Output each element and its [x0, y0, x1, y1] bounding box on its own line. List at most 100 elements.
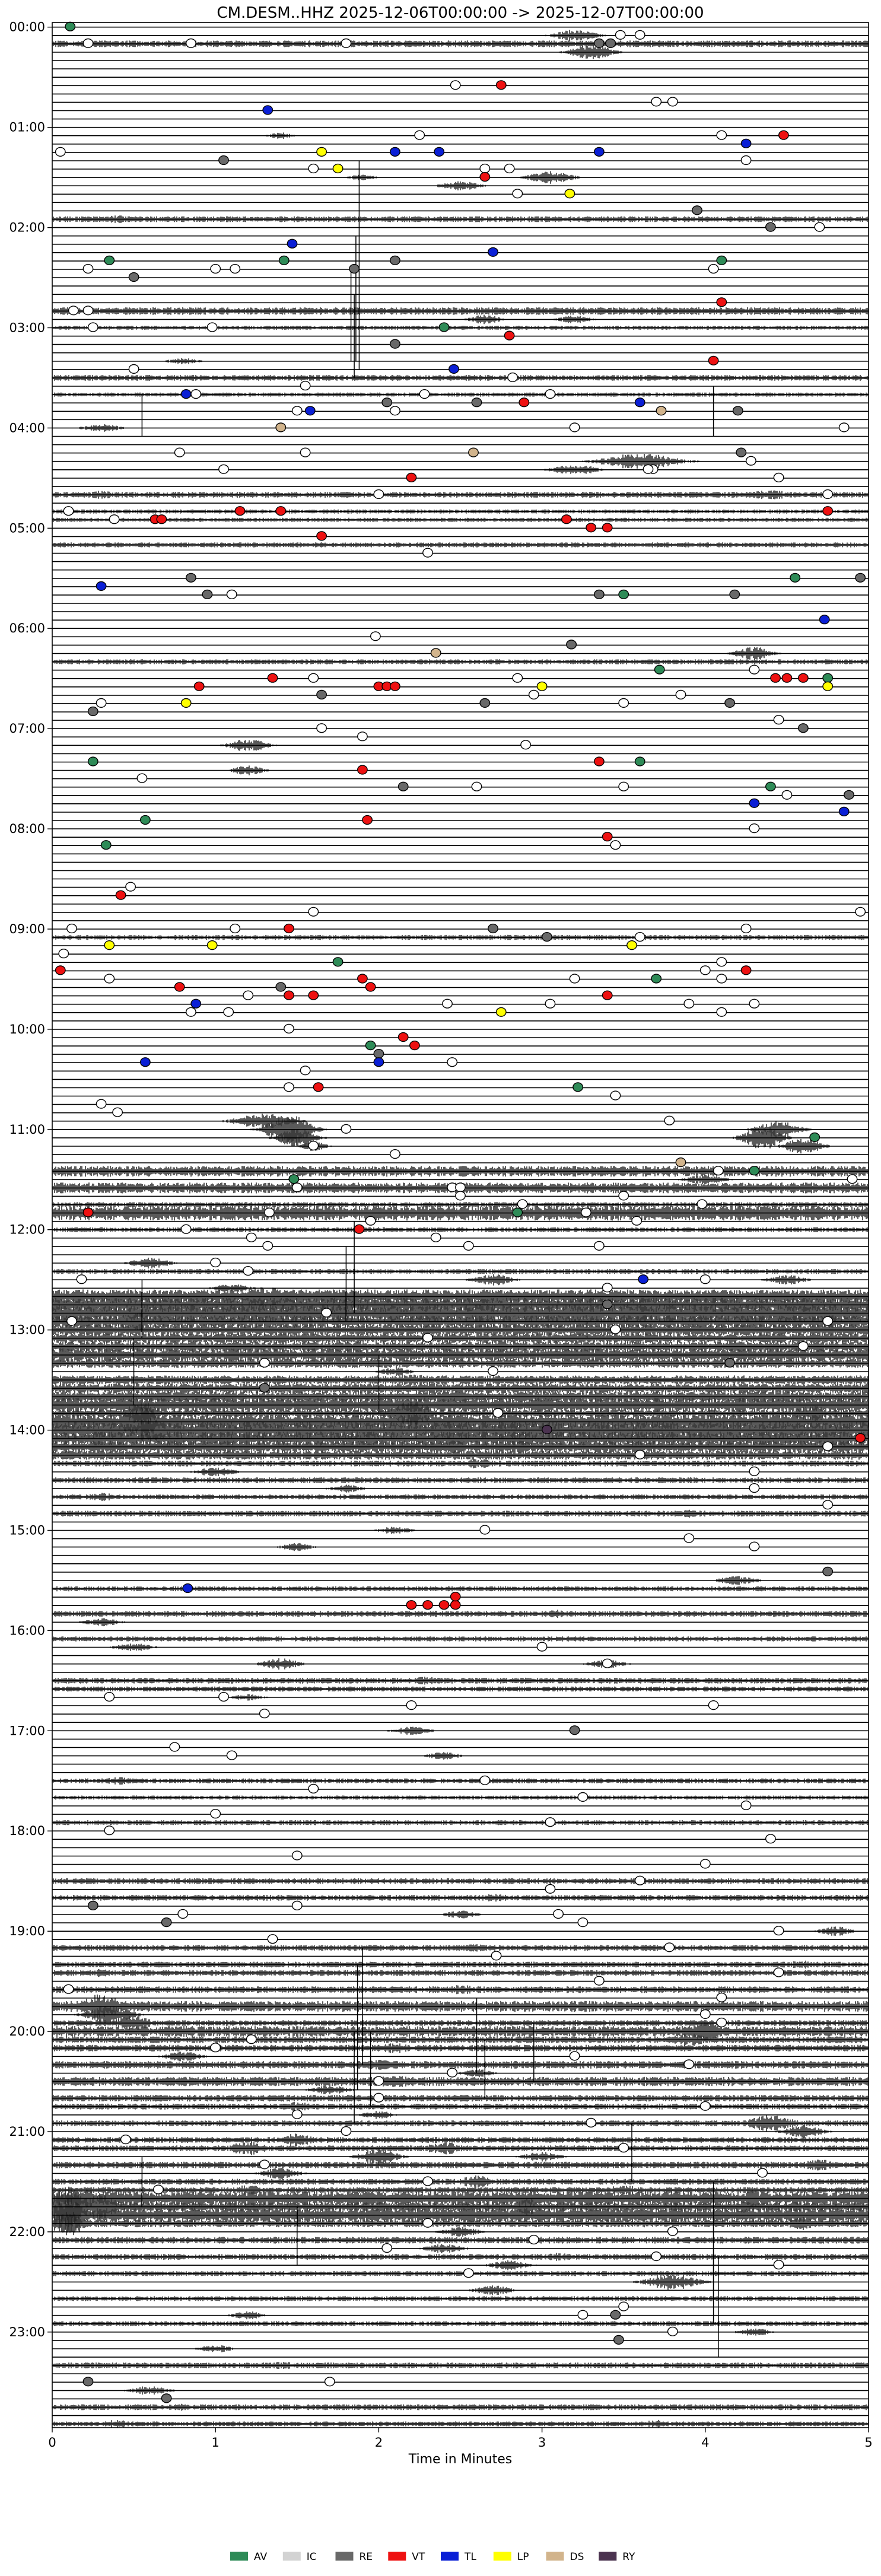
event-marker-ic — [246, 2034, 257, 2044]
event-marker-ic — [545, 1884, 556, 1894]
event-marker-ic — [696, 1199, 708, 1209]
event-marker-re — [390, 339, 400, 349]
waveform-segment — [158, 2052, 207, 2062]
event-marker-ic — [708, 1700, 719, 1710]
event-marker-ic — [82, 38, 94, 49]
event-marker-ds — [675, 1157, 686, 1168]
event-marker-ic — [291, 2109, 303, 2119]
event-marker-re — [275, 982, 287, 992]
event-marker-tl — [304, 406, 316, 416]
event-marker-ic — [422, 1332, 433, 1343]
event-marker-av — [634, 756, 645, 767]
event-marker-ic — [822, 489, 834, 500]
legend-label-re: RE — [360, 2551, 373, 2563]
event-marker-ic — [259, 2160, 270, 2170]
waveform-segment — [349, 2148, 567, 2165]
event-marker-ic — [206, 322, 218, 332]
waveform-segment — [633, 2273, 711, 2290]
event-marker-ic — [357, 732, 368, 742]
y-tick-label: 21:00 — [9, 2125, 45, 2139]
event-marker-ic — [667, 97, 678, 107]
event-marker-vt — [716, 297, 727, 307]
event-marker-tl — [634, 397, 645, 408]
event-marker-ic — [109, 514, 120, 524]
event-marker-av — [332, 957, 344, 967]
event-marker-vt — [561, 514, 572, 524]
event-marker-av — [822, 673, 834, 683]
event-marker-re — [844, 790, 854, 800]
event-marker-re — [566, 640, 577, 650]
waveform-segment — [230, 765, 269, 775]
event-marker-ic — [757, 2168, 768, 2178]
event-marker-re — [390, 255, 400, 266]
event-marker-ic — [569, 2051, 580, 2061]
event-marker-tl — [190, 998, 202, 1009]
event-marker-ic — [300, 380, 311, 391]
event-marker-vt — [174, 982, 185, 992]
waveform-segment — [52, 1268, 869, 1274]
y-tick-label: 16:00 — [9, 1623, 45, 1637]
waveform-segment — [52, 1509, 869, 1518]
trace-rows — [52, 26, 869, 2425]
event-marker-ic — [716, 2017, 727, 2028]
event-marker-ic — [749, 1483, 760, 1493]
event-marker-ic — [699, 965, 711, 975]
event-marker-ic — [667, 2326, 678, 2336]
event-marker-av — [716, 255, 727, 266]
event-marker-ic — [512, 673, 523, 683]
event-marker-ic — [822, 1500, 834, 1510]
event-marker-re — [82, 2377, 94, 2387]
event-marker-ic — [569, 422, 580, 432]
waveform-segment — [52, 1227, 869, 1232]
event-marker-ic — [300, 447, 311, 457]
event-marker-vt — [602, 990, 613, 1000]
waveform-segment — [52, 2362, 869, 2369]
event-marker-ic — [602, 1658, 613, 1668]
event-marker-ic — [120, 2135, 131, 2145]
event-marker-av — [512, 1207, 523, 1217]
y-tick-label: 13:00 — [9, 1323, 45, 1337]
event-markers — [55, 21, 866, 2403]
waveform-segment — [435, 2227, 485, 2237]
waveform-segment — [52, 2095, 869, 2102]
event-marker-ic — [381, 2243, 393, 2253]
event-marker-ic — [174, 447, 185, 457]
y-tick-label: 12:00 — [9, 1223, 45, 1237]
waveform-segment — [52, 2321, 869, 2326]
event-marker-re — [259, 1383, 270, 1393]
event-marker-tl — [262, 105, 273, 115]
event-marker-vt — [406, 472, 417, 483]
event-marker-ds — [468, 447, 479, 457]
event-marker-ic — [455, 1191, 466, 1201]
legend-swatch-tl — [441, 2552, 459, 2561]
legend-swatch-ic — [282, 2552, 301, 2561]
event-marker-ic — [749, 823, 760, 834]
waveform-segment — [52, 2403, 869, 2411]
event-marker-ic — [308, 163, 319, 174]
event-marker-vt — [409, 1040, 420, 1051]
chart-title: CM.DESM..HHZ 2025-12-06T00:00:00 -> 2025… — [217, 4, 704, 22]
event-marker-vt — [450, 1592, 461, 1602]
event-marker-re — [692, 205, 702, 215]
event-marker-tl — [182, 1583, 193, 1594]
waveform-segment — [269, 1127, 792, 1149]
event-marker-ic — [749, 1541, 760, 1551]
y-tick-label: 04:00 — [9, 421, 45, 435]
event-marker-vt — [479, 172, 491, 182]
waveform-segment — [544, 465, 603, 474]
waveform-segment — [376, 1367, 414, 1376]
waveform-segment — [277, 1543, 316, 1551]
event-marker-ic — [683, 998, 695, 1009]
x-tick-label: 3 — [538, 2435, 546, 2450]
waveform-segment — [52, 1440, 869, 1454]
event-marker-ic — [324, 2377, 335, 2387]
event-marker-ic — [699, 2009, 711, 2020]
event-marker-ic — [82, 263, 94, 274]
event-marker-ic — [491, 1951, 502, 1961]
event-marker-ic — [618, 698, 629, 708]
event-marker-ic — [618, 1191, 629, 1201]
event-marker-ic — [479, 1525, 491, 1535]
waveform-segment — [716, 1576, 761, 1585]
waveform-segment — [52, 1686, 869, 1692]
event-marker-ic — [373, 2076, 384, 2086]
